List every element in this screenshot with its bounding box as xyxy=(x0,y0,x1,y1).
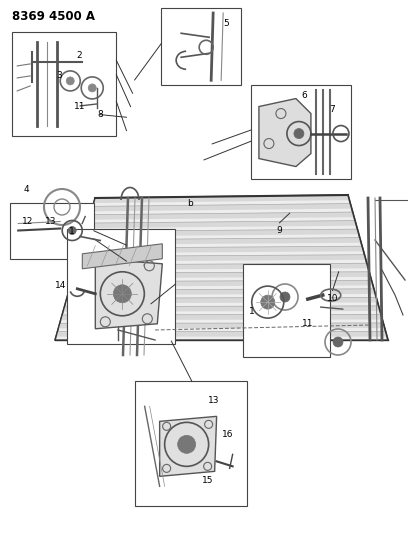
Polygon shape xyxy=(58,323,385,328)
Polygon shape xyxy=(65,297,378,303)
Text: 8369 4500 A: 8369 4500 A xyxy=(12,10,95,23)
Polygon shape xyxy=(61,314,382,320)
Polygon shape xyxy=(93,195,349,203)
Circle shape xyxy=(66,77,74,85)
Polygon shape xyxy=(82,244,162,269)
Polygon shape xyxy=(72,272,370,278)
Circle shape xyxy=(177,435,196,454)
Bar xyxy=(161,8,241,85)
Bar xyxy=(12,32,116,136)
Polygon shape xyxy=(77,255,366,262)
Polygon shape xyxy=(259,99,311,166)
Text: 3: 3 xyxy=(56,71,62,80)
Circle shape xyxy=(68,227,76,235)
Text: 13: 13 xyxy=(208,397,220,405)
Text: 11: 11 xyxy=(74,102,85,111)
Circle shape xyxy=(294,128,304,139)
Circle shape xyxy=(113,285,131,303)
Polygon shape xyxy=(86,221,357,228)
Circle shape xyxy=(333,337,343,347)
Bar xyxy=(67,229,175,344)
Circle shape xyxy=(261,295,275,309)
Polygon shape xyxy=(68,289,375,295)
Text: 6: 6 xyxy=(301,92,307,100)
Polygon shape xyxy=(63,306,380,312)
Text: 2: 2 xyxy=(77,52,82,60)
Polygon shape xyxy=(95,259,162,329)
Polygon shape xyxy=(56,332,387,337)
Text: 9: 9 xyxy=(277,226,282,235)
Circle shape xyxy=(88,84,96,92)
Bar xyxy=(243,264,330,357)
Polygon shape xyxy=(160,416,217,477)
Text: 16: 16 xyxy=(222,430,233,439)
Text: 15: 15 xyxy=(202,477,214,485)
Text: 1: 1 xyxy=(249,308,255,316)
Bar xyxy=(251,85,351,179)
Polygon shape xyxy=(89,212,354,220)
Bar xyxy=(135,381,247,506)
Text: 4: 4 xyxy=(24,185,29,193)
Polygon shape xyxy=(84,229,359,237)
Text: 13: 13 xyxy=(45,217,57,225)
Text: b: b xyxy=(187,199,193,208)
Polygon shape xyxy=(70,280,373,287)
Text: 8: 8 xyxy=(97,110,103,119)
Text: 5: 5 xyxy=(224,20,229,28)
Polygon shape xyxy=(75,263,368,270)
Circle shape xyxy=(280,292,290,302)
Text: 12: 12 xyxy=(22,217,33,225)
Polygon shape xyxy=(91,204,352,212)
Text: 14: 14 xyxy=(55,281,66,289)
Polygon shape xyxy=(82,238,361,245)
Text: 10: 10 xyxy=(327,294,338,303)
Polygon shape xyxy=(55,195,388,340)
Text: 11: 11 xyxy=(302,319,314,328)
Polygon shape xyxy=(80,246,364,253)
Bar xyxy=(10,203,94,259)
Text: 7: 7 xyxy=(330,105,335,114)
Text: 1: 1 xyxy=(69,228,74,236)
